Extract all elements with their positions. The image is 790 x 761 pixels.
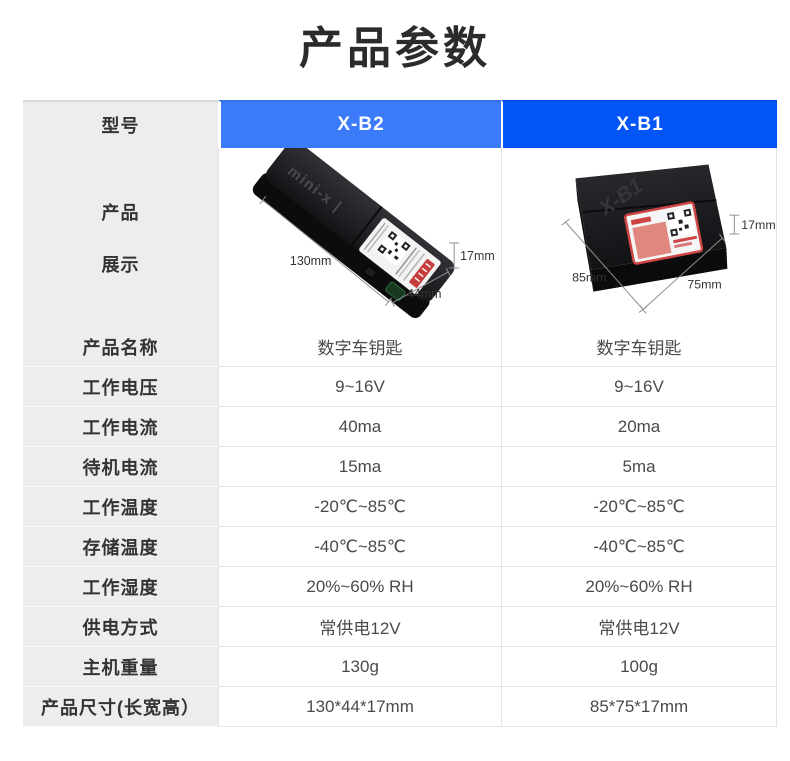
table-row: 待机电流 15ma 5ma <box>23 447 777 487</box>
product-photo-cell-xb2: mini-x | <box>218 148 501 328</box>
row-value-xb2: -20℃~85℃ <box>218 487 501 527</box>
row-label: 工作湿度 <box>23 567 218 607</box>
dimension-labels-xb2: 130mm 44mm 17mm <box>290 249 495 301</box>
spec-table: 型号 X-B2 X-B1 产品 展示 <box>23 100 777 727</box>
xb1-height-label: 17mm <box>741 218 775 232</box>
row-value-xb1: 常供电12V <box>501 607 777 647</box>
row-value-xb2: 40ma <box>218 407 501 447</box>
row-value-xb2: 130g <box>218 647 501 687</box>
qr-code-label <box>359 218 441 295</box>
row-value-xb1: 20ma <box>501 407 777 447</box>
page-title: 产品参数 <box>299 24 491 73</box>
table-row: 产品名称 数字车钥匙 数字车钥匙 <box>23 327 777 367</box>
table-row: 产品尺寸(长宽高） 130*44*17mm 85*75*17mm <box>23 687 777 727</box>
product-display-label: 产品 展示 <box>23 148 218 328</box>
header-model-label: 型号 <box>23 100 218 148</box>
row-value-xb2: 常供电12V <box>218 607 501 647</box>
table-row: 工作电流 40ma 20ma <box>23 407 777 447</box>
row-value-xb1: -20℃~85℃ <box>501 487 777 527</box>
row-value-xb2: 15ma <box>218 447 501 487</box>
product-photo-xb2: mini-x | <box>252 148 495 319</box>
table-row: 供电方式 常供电12V 常供电12V <box>23 607 777 647</box>
row-value-xb2: 20%~60% RH <box>218 567 501 607</box>
row-value-xb2: 130*44*17mm <box>218 687 501 727</box>
row-value-xb1: 100g <box>501 647 777 687</box>
xb2-height-label: 17mm <box>460 249 495 263</box>
row-value-xb2: -40℃~85℃ <box>218 527 501 567</box>
header-xb1: X-B1 <box>501 100 777 148</box>
row-value-xb1: 9~16V <box>501 367 777 407</box>
table-row: 工作温度 -20℃~85℃ -20℃~85℃ <box>23 487 777 527</box>
xb1-width-label: 75mm <box>687 278 721 292</box>
qr-code <box>377 230 411 261</box>
xb2-device: mini-x | <box>252 148 455 319</box>
row-value-xb1: 数字车钥匙 <box>501 327 777 367</box>
table-row: 主机重量 130g 100g <box>23 647 777 687</box>
row-label: 存储温度 <box>23 527 218 567</box>
product-display-row: 产品 展示 mini-x | <box>23 148 777 328</box>
spec-rows: 产品名称 数字车钥匙 数字车钥匙 工作电压 9~16V 9~16V 工作电流 4… <box>23 327 777 727</box>
row-value-xb2: 9~16V <box>218 367 501 407</box>
dimension-lines-xb1 <box>561 214 740 314</box>
row-label: 主机重量 <box>23 647 218 687</box>
header-xb2: X-B2 <box>218 100 501 148</box>
row-label: 供电方式 <box>23 607 218 647</box>
row-value-xb1: 85*75*17mm <box>501 687 777 727</box>
xb1-device: X-B1 <box>575 164 728 292</box>
xb2-length-label: 130mm <box>290 254 331 268</box>
xb1-length-label: 85mm <box>572 271 606 285</box>
table-row: 存储温度 -40℃~85℃ -40℃~85℃ <box>23 527 777 567</box>
product-label-line1: 产品 <box>101 202 140 223</box>
table-row: 工作湿度 20%~60% RH 20%~60% RH <box>23 567 777 607</box>
qr-code-label <box>624 201 704 265</box>
row-label: 工作电压 <box>23 367 218 407</box>
qr-code <box>666 208 692 237</box>
row-label: 产品名称 <box>23 327 218 367</box>
table-row: 工作电压 9~16V 9~16V <box>23 367 777 407</box>
row-value-xb1: -40℃~85℃ <box>501 527 777 567</box>
table-header-row: 型号 X-B2 X-B1 <box>23 100 777 148</box>
product-label-line2: 展示 <box>101 254 140 275</box>
xb2-width-label: 44mm <box>407 287 442 301</box>
row-label: 产品尺寸(长宽高） <box>23 687 218 727</box>
row-label: 工作温度 <box>23 487 218 527</box>
product-photo-xb1: X-B1 <box>561 164 776 314</box>
dimension-labels-xb1: 85mm 75mm 17mm <box>572 218 776 292</box>
dimension-lines-xb2 <box>259 195 460 307</box>
row-value-xb1: 20%~60% RH <box>501 567 777 607</box>
row-label: 待机电流 <box>23 447 218 487</box>
row-label: 工作电流 <box>23 407 218 447</box>
row-value-xb2: 数字车钥匙 <box>218 327 501 367</box>
row-value-xb1: 5ma <box>501 447 777 487</box>
product-photo-cell-xb1: X-B1 <box>501 148 777 328</box>
